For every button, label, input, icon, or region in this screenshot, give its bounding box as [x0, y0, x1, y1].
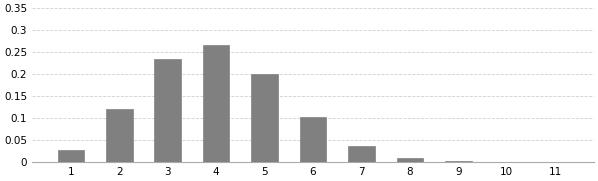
Bar: [300, 117, 327, 162]
Bar: [154, 59, 181, 162]
Bar: [57, 150, 84, 162]
Bar: [445, 161, 472, 162]
Bar: [348, 146, 375, 162]
Bar: [203, 45, 230, 162]
Bar: [251, 74, 278, 162]
Bar: [396, 158, 423, 162]
Bar: [106, 109, 133, 162]
